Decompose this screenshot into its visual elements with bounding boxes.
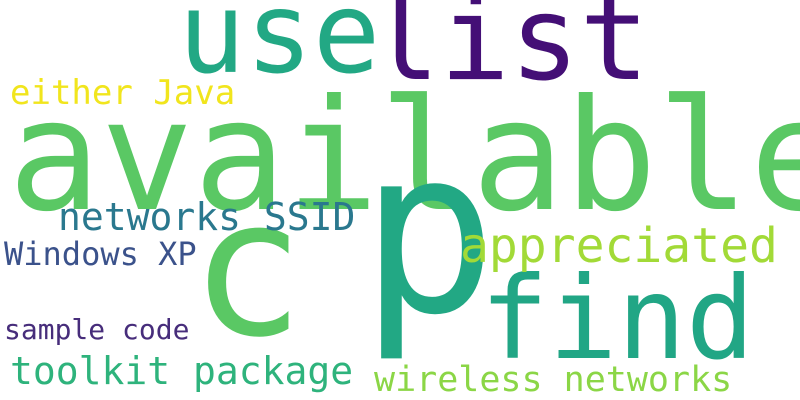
word-either-java: either Java [10, 76, 235, 110]
word-networks-ssid: networks SSID [58, 198, 355, 236]
word-list: list [370, 0, 649, 98]
word-appreciated: appreciated [460, 222, 778, 270]
word-wireless-networks: wireless networks [374, 363, 732, 398]
word-windows-xp: Windows XP [4, 238, 197, 270]
word-sample-code: sample code [4, 316, 189, 344]
word-toolkit-package: toolkit package [10, 352, 353, 390]
word-find: find [480, 262, 755, 376]
